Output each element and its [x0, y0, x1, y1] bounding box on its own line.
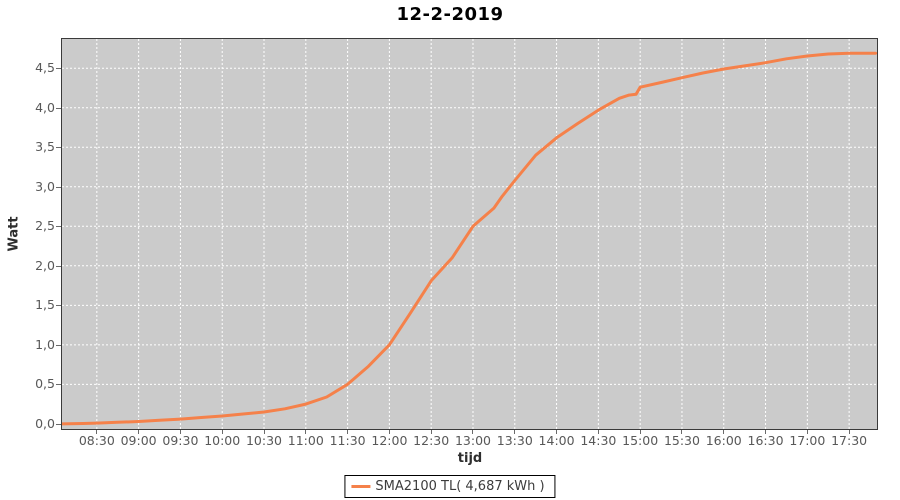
- x-tick-label: 12:00: [371, 433, 408, 448]
- y-tick-label: 4,0: [35, 99, 55, 115]
- plot-area: [61, 38, 878, 430]
- y-tick-label: 2,0: [35, 257, 55, 273]
- y-tick-mark: [56, 305, 61, 307]
- x-tick-label: 08:30: [78, 433, 115, 448]
- x-tick-mark: [347, 430, 349, 434]
- x-tick-label: 15:30: [663, 433, 700, 448]
- x-tick-mark: [514, 430, 516, 434]
- x-tick-mark: [723, 430, 725, 434]
- x-tick-label: 10:00: [204, 433, 241, 448]
- y-tick-mark: [56, 344, 61, 346]
- x-tick-mark: [848, 430, 850, 434]
- x-axis-label: tijd: [457, 451, 483, 466]
- x-tick-label: 11:00: [287, 433, 324, 448]
- y-tick-mark: [56, 147, 61, 149]
- x-tick-mark: [263, 430, 265, 434]
- series-line-sma2100-tl: [62, 51, 877, 426]
- y-tick-label: 3,5: [35, 139, 55, 155]
- line-chart-canvas: [62, 39, 877, 429]
- x-tick-label: 09:00: [120, 433, 157, 448]
- x-tick-mark: [179, 430, 181, 434]
- x-tick-mark: [138, 430, 140, 434]
- x-tick-label: 11:30: [329, 433, 366, 448]
- x-tick-label: 17:00: [789, 433, 826, 448]
- x-tick-mark: [472, 430, 474, 434]
- x-tick-mark: [597, 430, 599, 434]
- y-tick-mark: [56, 107, 61, 109]
- y-tick-mark: [56, 186, 61, 188]
- legend-label: SMA2100 TL( 4,687 kWh ): [375, 479, 545, 494]
- legend: SMA2100 TL( 4,687 kWh ): [344, 475, 556, 498]
- x-tick-label: 14:00: [538, 433, 575, 448]
- x-tick-mark: [806, 430, 808, 434]
- y-tick-mark: [56, 68, 61, 70]
- chart-title: 12-2-2019: [396, 4, 504, 25]
- legend-line-swatch: [351, 485, 371, 488]
- x-tick-label: 13:00: [454, 433, 491, 448]
- y-tick-mark: [56, 226, 61, 228]
- x-tick-label: 17:30: [831, 433, 868, 448]
- y-tick-label: 2,5: [35, 218, 55, 234]
- y-tick-label: 1,5: [35, 297, 55, 313]
- y-tick-label: 4,5: [35, 60, 55, 76]
- y-tick-mark: [56, 423, 61, 425]
- x-tick-label: 13:30: [496, 433, 533, 448]
- y-tick-label: 0,5: [35, 376, 55, 392]
- x-tick-mark: [388, 430, 390, 434]
- x-tick-mark: [305, 430, 307, 434]
- y-tick-label: 0,0: [35, 415, 55, 431]
- x-tick-label: 14:30: [580, 433, 617, 448]
- x-tick-mark: [681, 430, 683, 434]
- x-tick-mark: [639, 430, 641, 434]
- y-tick-label: 1,0: [35, 336, 55, 352]
- x-tick-mark: [556, 430, 558, 434]
- x-tick-mark: [221, 430, 223, 434]
- y-tick-mark: [56, 265, 61, 267]
- y-tick-label: 3,0: [35, 178, 55, 194]
- x-tick-mark: [430, 430, 432, 434]
- x-tick-label: 15:00: [622, 433, 659, 448]
- y-tick-mark: [56, 384, 61, 386]
- x-tick-mark: [765, 430, 767, 434]
- x-tick-label: 16:30: [747, 433, 784, 448]
- x-tick-mark: [96, 430, 98, 434]
- x-tick-label: 09:30: [162, 433, 199, 448]
- x-tick-label: 10:30: [245, 433, 283, 448]
- x-tick-label: 12:30: [413, 433, 450, 448]
- x-tick-label: 16:00: [705, 433, 742, 448]
